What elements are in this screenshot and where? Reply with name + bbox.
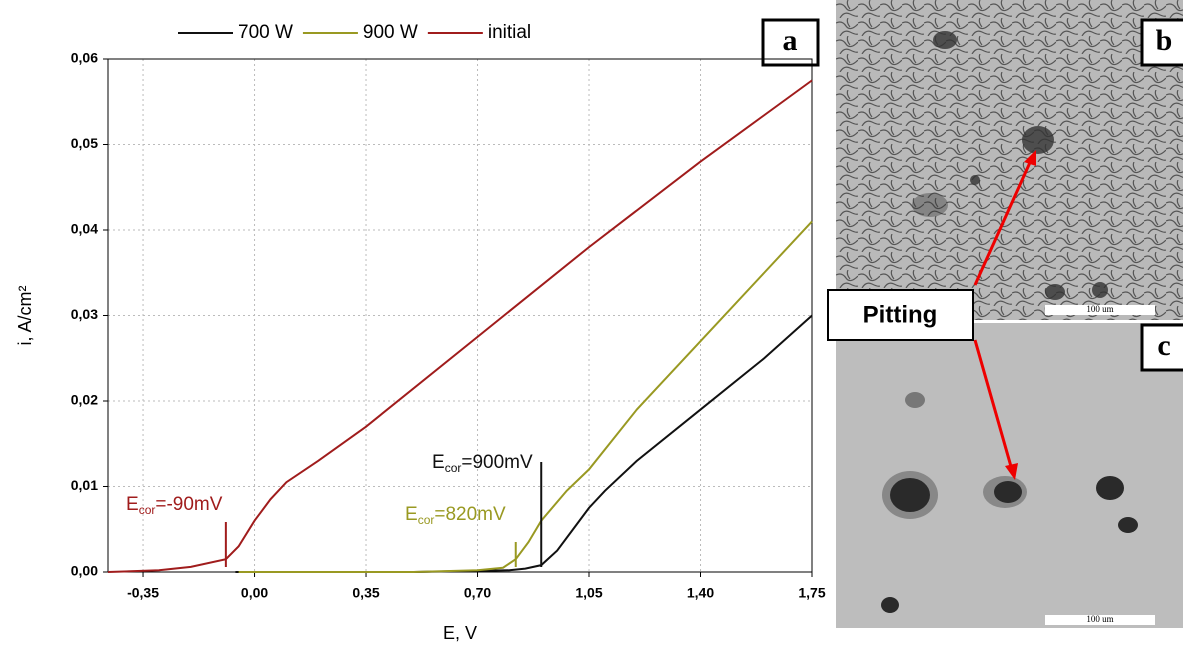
chart: 0,00 0,01 0,02 0,03 0,04 0,05 0,06 -0,35 0,00 0,3…	[15, 22, 826, 643]
ecor-label: Ecor=820mV	[405, 504, 506, 527]
y-tick-label: 0,01	[71, 477, 98, 493]
ecor-text: E	[126, 494, 139, 515]
scale-label: 100 um	[1086, 304, 1113, 314]
x-tick-label: 0,70	[464, 585, 491, 601]
legend-label: initial	[488, 22, 531, 43]
legend-label: 700 W	[238, 22, 293, 43]
ecor-text: E	[405, 504, 418, 525]
x-tick-label: 1,75	[798, 585, 825, 601]
x-axis-label: E, V	[443, 623, 477, 643]
x-tick-label: 1,05	[575, 585, 602, 601]
y-tick-label: 0,05	[71, 135, 98, 151]
panel-label: c	[1157, 329, 1170, 362]
ecor-rest: =820mV	[434, 504, 506, 525]
y-axis-label: i, A/cm²	[15, 285, 35, 345]
ecor-label: Ecor=900mV	[432, 452, 533, 475]
figure: 100 um 100 um a b c Pitting 0,00 0,01 0,02…	[0, 0, 1183, 648]
y-tick-label: 0,00	[71, 563, 98, 579]
ecor-sub: cor	[445, 461, 462, 475]
ecor-rest: =-90mV	[155, 494, 222, 515]
series-line	[239, 221, 812, 572]
x-tick-label: -0,35	[127, 585, 159, 601]
ecor-rest: =900mV	[461, 452, 533, 473]
x-tick-label: 0,00	[241, 585, 268, 601]
ecor-text: E	[432, 452, 445, 473]
micrograph-b	[836, 0, 1183, 320]
series-line	[235, 316, 812, 573]
micrograph-c	[836, 323, 1183, 628]
scale-label: 100 um	[1086, 614, 1113, 624]
y-tick-label: 0,03	[71, 306, 98, 322]
panel-label: a	[783, 24, 798, 57]
x-tick-label: 1,40	[687, 585, 714, 601]
legend-label: 900 W	[363, 22, 418, 43]
y-tick-label: 0,06	[71, 50, 98, 66]
y-tick-label: 0,04	[71, 221, 98, 237]
ecor-label: Ecor=-90mV	[126, 494, 223, 517]
ecor-sub: cor	[418, 513, 435, 527]
panel-label: b	[1156, 24, 1173, 57]
x-tick-label: 0,35	[352, 585, 379, 601]
ecor-sub: cor	[139, 503, 156, 517]
y-tick-label: 0,02	[71, 392, 98, 408]
pitting-label: Pitting	[863, 301, 938, 328]
